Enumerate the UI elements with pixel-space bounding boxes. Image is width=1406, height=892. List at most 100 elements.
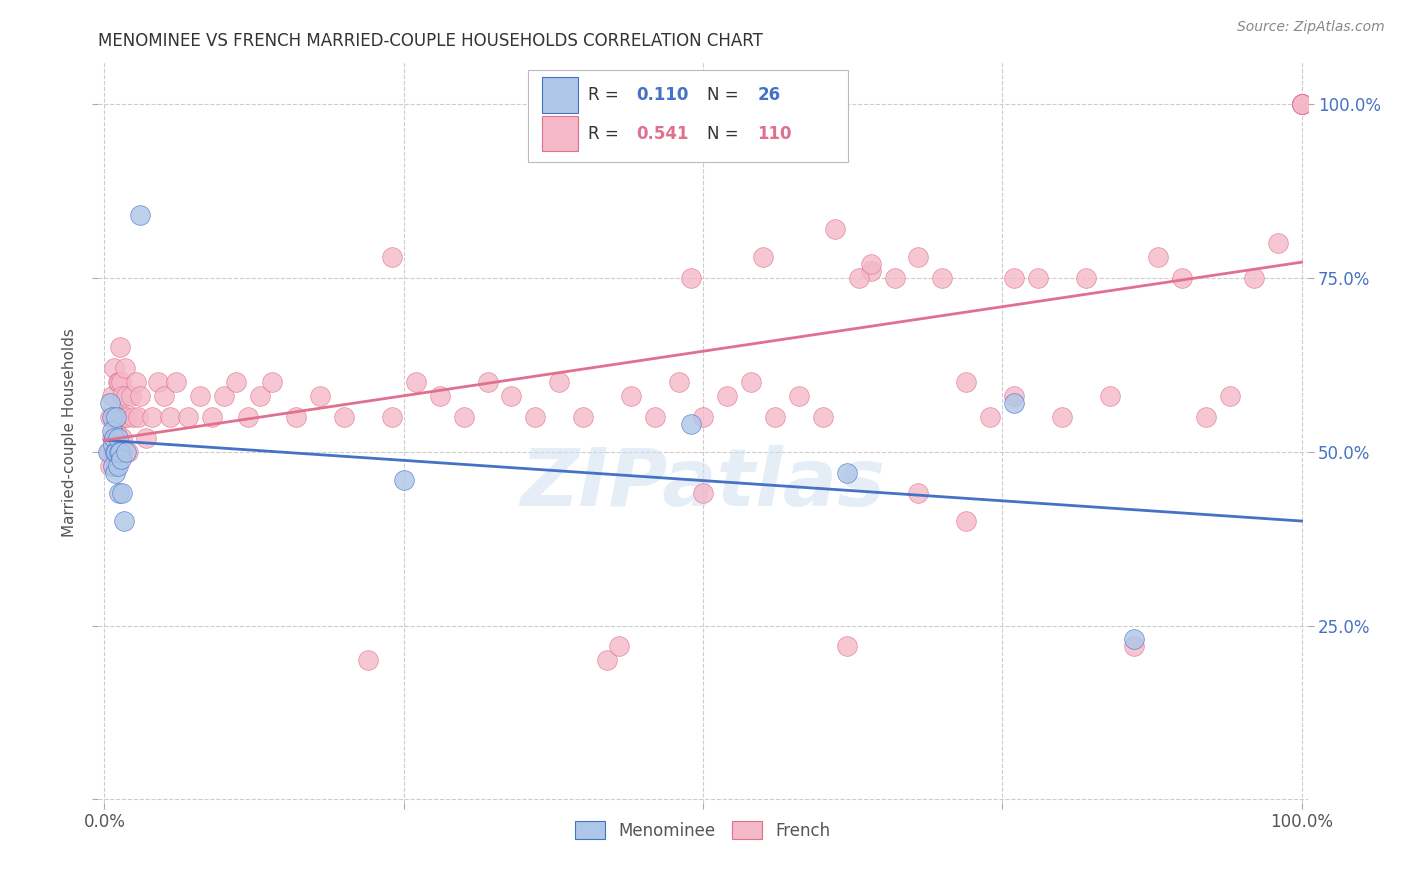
Point — [835, 640, 858, 654]
Point — [1123, 640, 1146, 654]
Point — [859, 257, 882, 271]
Point — [1002, 271, 1025, 285]
Point — [1050, 409, 1073, 424]
FancyBboxPatch shape — [543, 116, 578, 152]
Point — [1243, 271, 1265, 285]
Point — [101, 458, 124, 473]
Text: 0.541: 0.541 — [637, 125, 689, 143]
Point — [98, 444, 121, 458]
Point — [907, 486, 929, 500]
Point — [100, 409, 122, 424]
Point — [153, 389, 176, 403]
Point — [1267, 236, 1289, 251]
Point — [979, 409, 1001, 424]
FancyBboxPatch shape — [527, 70, 848, 162]
Point — [955, 514, 977, 528]
Point — [1002, 389, 1025, 403]
Point — [835, 466, 858, 480]
Point — [740, 375, 762, 389]
Point — [1291, 97, 1313, 112]
Point — [101, 444, 124, 458]
Point — [104, 431, 127, 445]
Point — [1291, 97, 1313, 112]
Point — [260, 375, 283, 389]
Point — [859, 264, 882, 278]
Point — [112, 514, 135, 528]
Point — [1171, 271, 1194, 285]
Point — [110, 451, 132, 466]
Point — [177, 409, 200, 424]
Point — [1291, 97, 1313, 112]
Point — [111, 486, 134, 500]
Point — [1219, 389, 1241, 403]
Point — [572, 409, 595, 424]
Point — [103, 361, 125, 376]
Point — [100, 424, 122, 438]
Point — [104, 466, 127, 480]
Point — [811, 409, 834, 424]
Text: ZIPatlas: ZIPatlas — [520, 445, 886, 524]
Point — [100, 409, 122, 424]
Point — [1291, 97, 1313, 112]
Point — [692, 486, 714, 500]
Point — [716, 389, 738, 403]
Point — [104, 444, 127, 458]
Point — [105, 409, 128, 424]
Point — [644, 409, 666, 424]
Point — [129, 389, 152, 403]
Point — [763, 409, 786, 424]
Y-axis label: Married-couple Households: Married-couple Households — [62, 328, 77, 537]
Legend: Menominee, French: Menominee, French — [568, 814, 838, 847]
Point — [110, 375, 132, 389]
Point — [1291, 97, 1313, 112]
Point — [124, 375, 146, 389]
Point — [107, 458, 129, 473]
Point — [752, 250, 775, 264]
Point — [1002, 396, 1025, 410]
Point — [120, 389, 142, 403]
Point — [1147, 250, 1170, 264]
Point — [429, 389, 451, 403]
Point — [824, 222, 846, 236]
Text: 26: 26 — [758, 86, 780, 104]
Point — [225, 375, 247, 389]
Point — [392, 473, 415, 487]
Point — [129, 208, 152, 222]
Point — [111, 431, 134, 445]
Point — [955, 375, 977, 389]
Point — [108, 444, 131, 458]
Point — [111, 389, 134, 403]
Point — [692, 409, 714, 424]
Point — [105, 444, 128, 458]
Point — [105, 424, 128, 438]
Point — [381, 409, 404, 424]
Point — [212, 389, 235, 403]
Point — [115, 444, 138, 458]
Point — [236, 409, 259, 424]
Point — [1291, 97, 1313, 112]
Point — [1291, 97, 1313, 112]
Point — [201, 409, 224, 424]
Point — [107, 444, 129, 458]
Point — [607, 640, 630, 654]
Point — [107, 431, 129, 445]
Point — [309, 389, 332, 403]
Point — [188, 389, 211, 403]
Point — [117, 444, 139, 458]
Point — [115, 409, 138, 424]
Point — [100, 431, 122, 445]
Point — [1291, 97, 1313, 112]
Point — [1074, 271, 1097, 285]
Point — [1195, 409, 1218, 424]
Point — [135, 431, 157, 445]
Point — [596, 653, 619, 667]
Point — [107, 486, 129, 500]
Point — [103, 431, 125, 445]
Point — [107, 375, 129, 389]
Point — [108, 409, 131, 424]
Point — [159, 409, 181, 424]
Point — [668, 375, 690, 389]
Point — [477, 375, 499, 389]
Text: MENOMINEE VS FRENCH MARRIED-COUPLE HOUSEHOLDS CORRELATION CHART: MENOMINEE VS FRENCH MARRIED-COUPLE HOUSE… — [98, 32, 763, 50]
Point — [333, 409, 356, 424]
